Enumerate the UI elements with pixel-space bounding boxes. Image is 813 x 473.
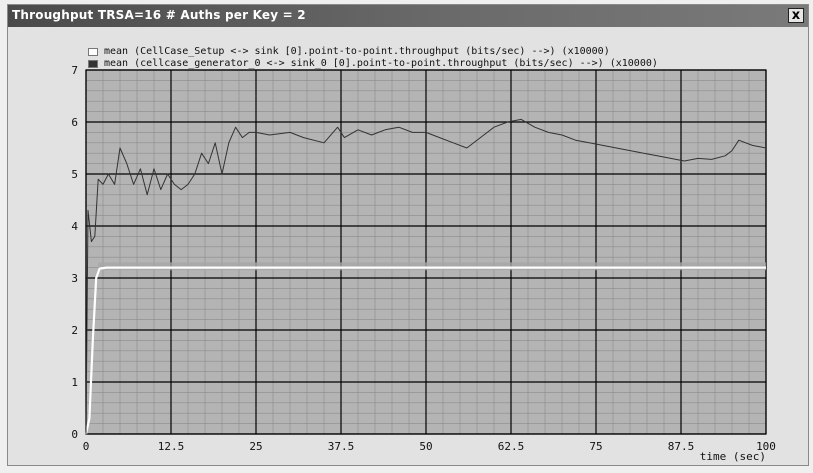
y-tick-label: 6 — [71, 116, 78, 129]
y-tick-label: 2 — [71, 324, 78, 337]
x-tick-label: 62.5 — [498, 440, 525, 453]
y-tick-label: 7 — [71, 64, 78, 77]
x-tick-label: 87.5 — [668, 440, 695, 453]
chart-legend: mean (CellCase_Setup <-> sink [0].point-… — [88, 46, 658, 70]
series-line-1 — [84, 266, 766, 435]
series-line-2 — [85, 118, 767, 435]
y-tick-label: 3 — [71, 272, 78, 285]
series-1-noise-band — [98, 262, 767, 271]
x-tick-label: 0 — [83, 440, 90, 453]
plot-frame — [85, 69, 767, 435]
window-title: Throughput TRSA=16 # Auths per Key = 2 — [12, 8, 306, 22]
legend-item-series-1: mean (CellCase_Setup <-> sink [0].point-… — [88, 46, 658, 58]
title-bar[interactable]: Throughput TRSA=16 # Auths per Key = 2 x — [8, 5, 808, 27]
legend-swatch-series-2 — [88, 60, 98, 68]
y-tick-label: 0 — [71, 428, 78, 441]
x-tick-label: 12.5 — [158, 440, 185, 453]
y-tick-label: 5 — [71, 168, 78, 181]
legend-label-series-1: mean (CellCase_Setup <-> sink [0].point-… — [104, 46, 610, 57]
x-tick-label: 37.5 — [328, 440, 355, 453]
x-tick-label: 50 — [419, 440, 432, 453]
legend-label-series-2: mean (cellcase_generator_0 <-> sink_0 [0… — [104, 58, 658, 69]
y-tick-label: 4 — [71, 220, 78, 233]
y-tick-label: 1 — [71, 376, 78, 389]
x-tick-label: 25 — [249, 440, 262, 453]
x-tick-label: 100 — [756, 440, 776, 453]
legend-swatch-series-1 — [88, 48, 98, 56]
x-axis-label: time (sec) — [700, 450, 766, 463]
x-tick-label: 75 — [589, 440, 602, 453]
legend-item-series-2: mean (cellcase_generator_0 <-> sink_0 [0… — [88, 58, 658, 70]
close-button[interactable]: x — [788, 8, 804, 23]
